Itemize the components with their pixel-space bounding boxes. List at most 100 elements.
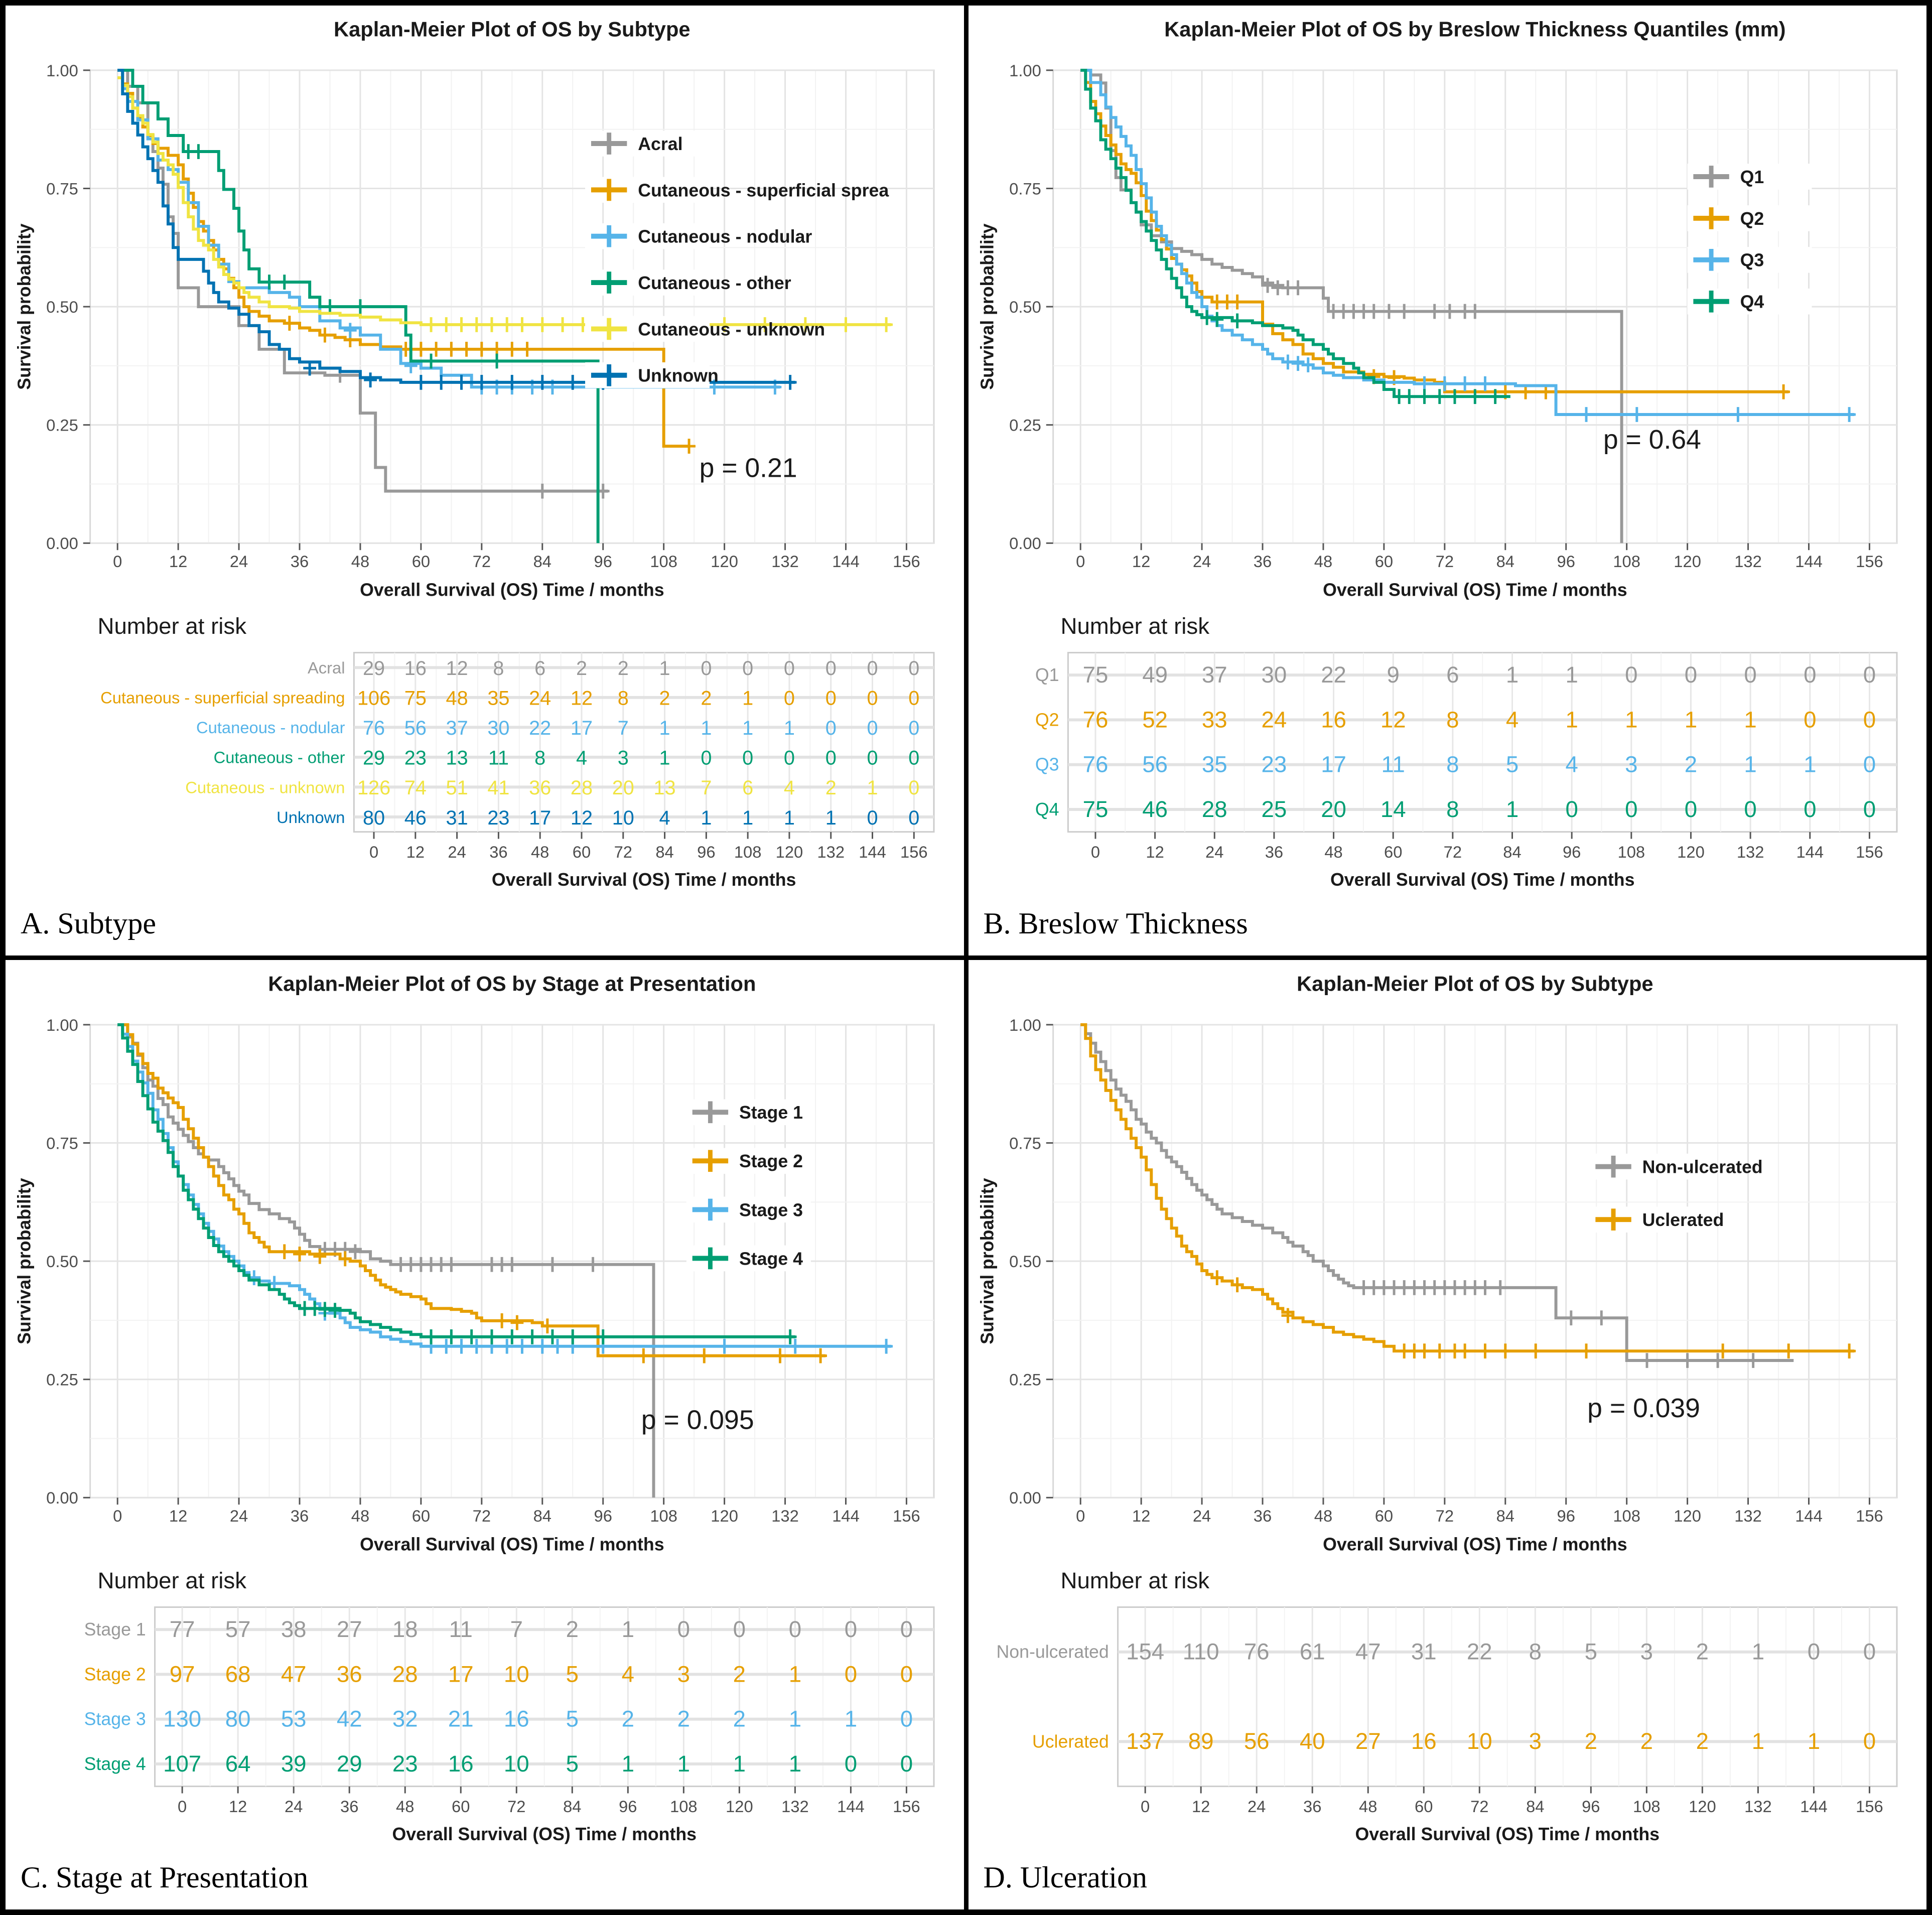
risk-x-tick-label: 108	[734, 843, 762, 861]
legend-label: Stage 2	[739, 1151, 803, 1171]
risk-count: 154	[1126, 1638, 1164, 1664]
risk-count: 0	[1744, 662, 1756, 688]
risk-count: 27	[1355, 1728, 1381, 1754]
risk-x-tick-label: 156	[1856, 1797, 1883, 1816]
risk-count: 0	[1863, 662, 1875, 688]
risk-count: 0	[1863, 1638, 1875, 1664]
chart-title: Kaplan-Meier Plot of OS by Subtype	[1297, 972, 1653, 995]
p-value: p = 0.64	[1603, 425, 1701, 455]
risk-count: 2	[1640, 1728, 1652, 1754]
risk-count: 13	[446, 747, 468, 769]
x-tick-label: 96	[594, 1506, 612, 1525]
risk-x-tick-label: 24	[448, 843, 466, 861]
risk-x-tick-label: 132	[1736, 843, 1764, 861]
risk-count: 21	[448, 1706, 474, 1731]
risk-count: 40	[1299, 1728, 1325, 1754]
x-tick-label: 96	[1557, 552, 1575, 571]
x-tick-label: 24	[230, 552, 248, 571]
risk-table-header: Number at risk	[1060, 613, 1209, 639]
risk-count: 3	[677, 1661, 690, 1687]
risk-count: 56	[404, 717, 427, 739]
risk-count: 75	[1082, 796, 1108, 822]
risk-count: 16	[504, 1706, 529, 1731]
legend-label: Q1	[1740, 167, 1764, 187]
risk-count: 0	[867, 657, 878, 679]
risk-count: 30	[487, 717, 509, 739]
x-tick-label: 36	[1253, 1506, 1271, 1525]
x-tick-label: 144	[832, 1506, 860, 1525]
risk-count: 4	[1565, 752, 1578, 777]
risk-x-axis-label: Overall Survival (OS) Time / months	[392, 1824, 697, 1844]
risk-count: 75	[1082, 662, 1108, 688]
risk-row-label: Acral	[308, 658, 345, 677]
risk-count: 7	[701, 777, 712, 799]
risk-count: 8	[534, 747, 545, 769]
risk-count: 0	[825, 717, 837, 739]
risk-count: 77	[170, 1616, 195, 1642]
risk-count: 4	[784, 777, 795, 799]
risk-x-tick-label: 12	[1191, 1797, 1209, 1816]
km-curve-Cutaneous - unknown	[117, 76, 892, 326]
risk-x-tick-label: 156	[1856, 843, 1883, 861]
risk-count: 0	[908, 657, 919, 679]
risk-count: 0	[1863, 752, 1875, 777]
risk-x-tick-label: 12	[406, 843, 425, 861]
legend: Non-ulcerated Uclerated	[1589, 1153, 1762, 1233]
risk-count: 0	[867, 747, 878, 769]
risk-count: 0	[1565, 796, 1578, 822]
risk-x-tick-label: 24	[1247, 1797, 1265, 1816]
y-tick-label: 0.50	[1009, 1252, 1041, 1271]
y-axis-label: Survival probability	[977, 223, 997, 389]
risk-count: 0	[845, 1661, 857, 1687]
risk-x-tick-label: 108	[1633, 1797, 1661, 1816]
risk-count: 24	[529, 688, 551, 710]
risk-x-tick-label: 144	[1800, 1797, 1828, 1816]
risk-count: 130	[163, 1706, 201, 1731]
risk-count: 1	[622, 1616, 634, 1642]
risk-count: 29	[363, 747, 385, 769]
risk-count: 76	[1082, 752, 1108, 777]
risk-count: 2	[1584, 1728, 1597, 1754]
risk-count: 2	[1696, 1638, 1708, 1664]
km-curve-Cutaneous - other	[117, 68, 600, 543]
risk-count: 97	[170, 1661, 195, 1687]
risk-x-tick-label: 144	[859, 843, 886, 861]
risk-count: 1	[1744, 707, 1756, 732]
risk-count: 17	[529, 807, 551, 829]
risk-count: 35	[487, 688, 509, 710]
risk-count: 2	[733, 1661, 746, 1687]
risk-count: 8	[1446, 752, 1459, 777]
panel-caption-b: B. Breslow Thickness	[983, 906, 1248, 940]
x-tick-label: 60	[412, 552, 430, 571]
risk-x-tick-label: 48	[1324, 843, 1342, 861]
risk-count: 3	[1640, 1638, 1652, 1664]
risk-count: 10	[504, 1750, 529, 1776]
km-curve-Q2	[1080, 68, 1788, 393]
risk-x-tick-label: 156	[893, 1797, 920, 1816]
km-curve-Stage 4	[117, 1023, 795, 1338]
y-tick-label: 1.00	[1009, 1015, 1041, 1034]
risk-count: 1	[701, 717, 712, 739]
km-curve-Non-ulcerated	[1080, 1023, 1793, 1362]
legend-label: Q2	[1740, 209, 1764, 229]
risk-count: 6	[534, 657, 545, 679]
risk-count: 0	[900, 1616, 913, 1642]
km-chart-stage: Kaplan-Meier Plot of OS by Stage at Pres…	[15, 972, 935, 1844]
risk-count: 31	[446, 807, 468, 829]
risk-count: 8	[618, 688, 629, 710]
risk-count: 23	[487, 807, 509, 829]
x-tick-label: 132	[1734, 552, 1762, 571]
risk-count: 137	[1126, 1728, 1164, 1754]
y-axis-label: Survival probability	[15, 1178, 35, 1344]
x-tick-label: 48	[1314, 1506, 1332, 1525]
risk-count: 1	[1751, 1728, 1764, 1754]
risk-count: 28	[1201, 796, 1227, 822]
legend-label: Cutaneous - unknown	[638, 319, 825, 339]
y-tick-label: 0.50	[1009, 298, 1041, 316]
risk-count: 28	[571, 777, 593, 799]
y-tick-label: 0.50	[46, 1252, 78, 1271]
x-tick-label: 72	[1435, 552, 1453, 571]
risk-count: 11	[1381, 752, 1405, 777]
x-axis-label: Overall Survival (OS) Time / months	[360, 1534, 664, 1554]
risk-x-tick-label: 132	[1744, 1797, 1772, 1816]
